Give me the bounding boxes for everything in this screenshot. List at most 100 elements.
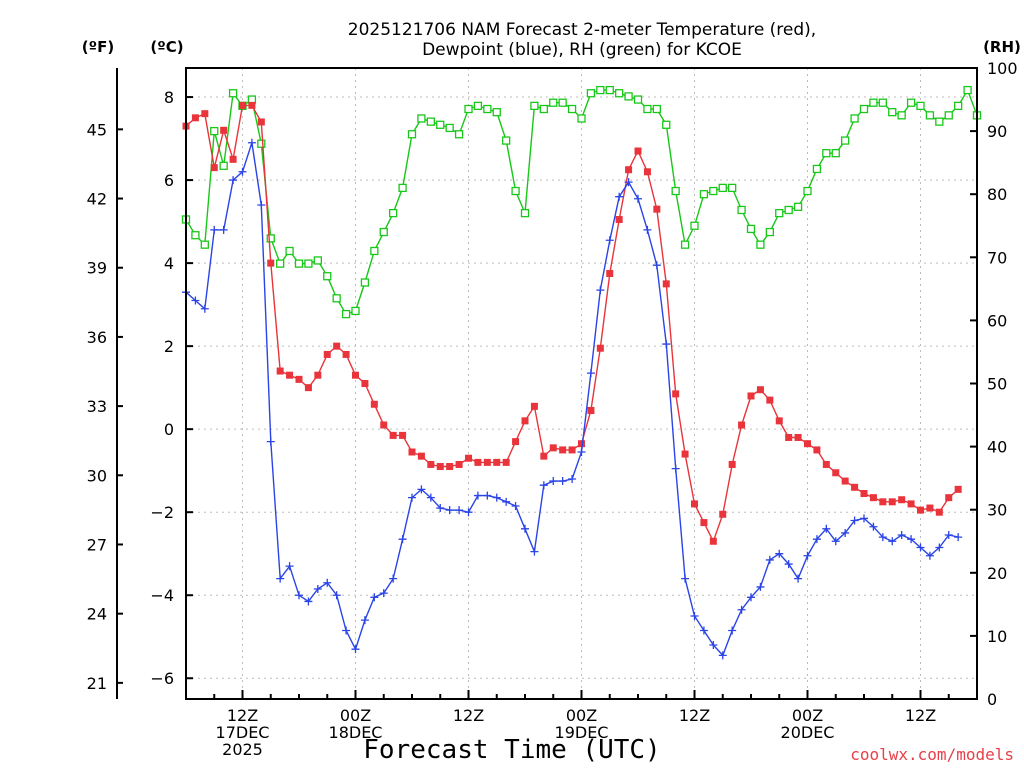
- dew-point: [351, 645, 360, 654]
- dew-point: [747, 593, 755, 602]
- rh-tick-label: 20: [987, 564, 1007, 583]
- fahrenheit-tick-label: 45: [87, 120, 107, 139]
- temp-point: [822, 460, 830, 468]
- dew-point: [247, 138, 256, 147]
- rh-point: [652, 104, 661, 114]
- dew-point: [935, 543, 944, 552]
- dew-point: [831, 537, 840, 546]
- dew-point: [360, 616, 369, 625]
- dew-point: [417, 485, 426, 494]
- rh-point: [596, 85, 605, 95]
- dew-point: [671, 464, 680, 473]
- dew-point: [483, 491, 492, 500]
- dew-point: [615, 192, 624, 201]
- rh-point: [426, 117, 435, 126]
- temp-point: [888, 498, 896, 506]
- rh-series: [181, 85, 982, 319]
- dew-point: [332, 591, 341, 600]
- temp-point: [785, 433, 793, 441]
- dew-point: [662, 340, 671, 349]
- rh-point: [191, 231, 200, 240]
- fahrenheit-tick-label: 30: [87, 466, 107, 485]
- rh-point: [200, 240, 209, 249]
- dew-point: [860, 514, 868, 523]
- temp-point: [540, 452, 548, 460]
- rh-point: [624, 92, 633, 101]
- chart-title-line2: Dewpoint (blue), RH (green) for KCOE: [422, 40, 742, 60]
- rh-point: [906, 98, 916, 107]
- rh-tick-label: 30: [987, 501, 1007, 520]
- dew-point: [643, 225, 652, 234]
- celsius-tick-label: −6: [150, 669, 174, 688]
- celsius-axis: −6 −4 −2 0 2 4 6 8: [150, 88, 193, 688]
- temp-point: [738, 421, 746, 429]
- rh-point: [389, 208, 398, 218]
- dew-point: [502, 497, 511, 506]
- celsius-unit-label: (ºC): [150, 38, 183, 56]
- time-tick-label: 00Z: [792, 706, 823, 725]
- dew-point: [897, 531, 906, 540]
- dew-point: [765, 555, 774, 564]
- temp-point: [756, 386, 764, 394]
- temp-point: [417, 452, 425, 460]
- rh-point: [539, 104, 548, 114]
- dew-point: [907, 535, 916, 544]
- dew-point: [652, 261, 661, 270]
- fahrenheit-tick-label: 42: [87, 190, 107, 209]
- rh-point: [294, 259, 304, 268]
- temp-point: [766, 396, 774, 404]
- rh-point: [323, 272, 332, 281]
- temp-point: [625, 166, 633, 174]
- temp-point: [869, 494, 877, 502]
- dew-point: [822, 524, 831, 533]
- dew-point: [266, 437, 275, 446]
- celsius-tick-label: 4: [164, 254, 174, 273]
- temp-point: [945, 494, 953, 502]
- rh-point: [869, 98, 878, 107]
- temp-point: [879, 498, 887, 506]
- dew-point: [775, 549, 784, 558]
- temp-point: [606, 269, 614, 277]
- temp-point: [465, 454, 472, 462]
- temp-point: [728, 460, 736, 468]
- dew-point: [379, 589, 388, 598]
- chart-title-line1: 2025121706 NAM Forecast 2-meter Temperat…: [348, 20, 816, 40]
- dew-point: [869, 522, 878, 531]
- fahrenheit-tick-label: 21: [87, 674, 107, 693]
- time-tick-label: 12Z: [905, 706, 936, 725]
- temp-point: [568, 446, 576, 454]
- celsius-tick-label: 6: [164, 171, 174, 190]
- fahrenheit-unit-label: (ºF): [82, 38, 114, 56]
- dew-point: [398, 535, 407, 544]
- temp-point: [813, 446, 821, 454]
- rh-point: [615, 89, 624, 98]
- dew-point: [200, 304, 209, 313]
- rh-point: [775, 208, 784, 218]
- dew-point: [285, 562, 294, 571]
- rh-point: [454, 130, 464, 139]
- temp-point: [681, 450, 689, 458]
- celsius-tick-label: 0: [164, 420, 174, 439]
- temp-point: [596, 344, 604, 352]
- celsius-tick-label: 8: [164, 88, 174, 107]
- rh-point: [379, 227, 388, 237]
- dew-point: [568, 474, 577, 483]
- rh-point: [276, 259, 285, 268]
- dew-point: [925, 551, 934, 560]
- time-tick-label: 12Z: [453, 706, 484, 725]
- temp-point: [333, 342, 341, 350]
- dew-point: [549, 477, 558, 486]
- rh-point: [605, 85, 614, 95]
- rh-point: [210, 126, 219, 136]
- rh-point: [332, 294, 341, 303]
- rh-point: [680, 240, 690, 249]
- rh-tick-label: 0: [987, 690, 997, 709]
- temp-point: [239, 101, 246, 109]
- dew-point: [511, 501, 520, 510]
- temp-point: [747, 392, 755, 400]
- rh-point: [737, 205, 746, 215]
- dew-point: [803, 551, 812, 560]
- dew-point: [539, 481, 548, 490]
